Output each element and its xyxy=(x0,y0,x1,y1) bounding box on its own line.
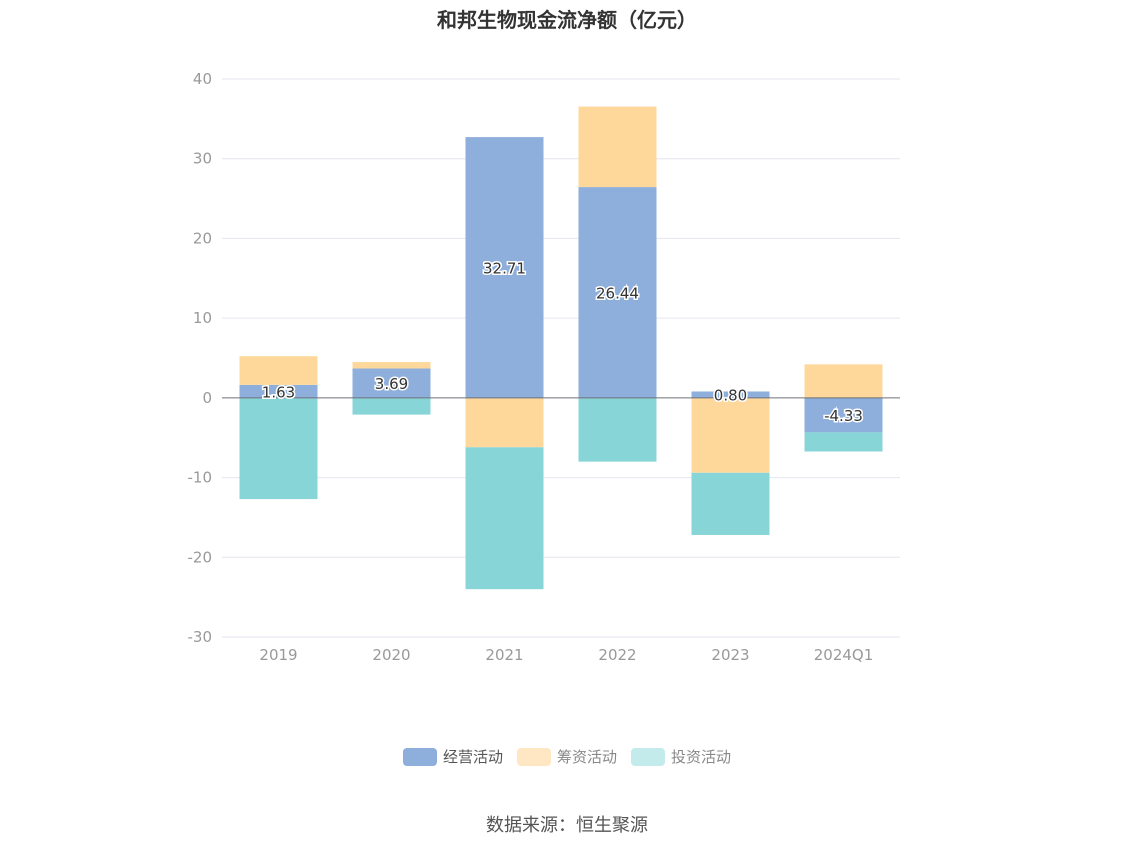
y-tick-label: 10 xyxy=(193,309,212,327)
bar-0-2[interactable] xyxy=(465,137,544,398)
legend-swatch-financing xyxy=(516,747,551,766)
y-tick-label: -30 xyxy=(188,628,213,646)
x-tick-label: 2021 xyxy=(485,646,523,664)
data-label: 26.44 xyxy=(596,284,639,302)
legend-swatch-investing xyxy=(631,747,665,766)
bar-1-2[interactable] xyxy=(465,397,544,448)
legend: 经营活动 筹资活动 投资活动 xyxy=(0,746,1134,767)
x-tick-label: 2020 xyxy=(372,646,410,664)
x-tick-label: 2023 xyxy=(711,646,749,664)
y-tick-label: 20 xyxy=(193,229,212,247)
axes: 40 30 20 10 0 -10 -20 -30 2019 2020 2021 2022 2023 20… xyxy=(188,70,900,664)
bar-0-5[interactable] xyxy=(804,397,883,433)
data-label: 3.69 xyxy=(375,375,408,393)
grid-lines xyxy=(222,78,900,638)
bars xyxy=(239,106,883,590)
legend-item-operating[interactable]: 经营活动 xyxy=(402,746,503,767)
data-source: 数据来源：恒生聚源 xyxy=(486,815,648,836)
bar-1-0[interactable] xyxy=(239,356,318,385)
y-tick-label: 40 xyxy=(193,70,212,88)
y-tick-label: 0 xyxy=(202,389,212,407)
bar-0-1[interactable] xyxy=(352,368,431,398)
bar-1-5[interactable] xyxy=(804,364,883,398)
legend-label-operating: 经营活动 xyxy=(442,748,503,766)
x-tick-label: 2024Q1 xyxy=(814,646,874,664)
data-label: 1.63 xyxy=(262,383,295,401)
bar-2-2[interactable] xyxy=(465,447,544,590)
bar-2-1[interactable] xyxy=(352,397,431,415)
data-label: -4.33 xyxy=(824,407,863,425)
bar-0-3[interactable] xyxy=(578,187,657,398)
bar-1-4[interactable] xyxy=(691,397,770,473)
data-label: 0.80 xyxy=(714,387,747,405)
bar-1-1[interactable] xyxy=(352,362,431,369)
legend-item-financing[interactable]: 筹资活动 xyxy=(516,746,617,767)
y-tick-label: -20 xyxy=(188,548,213,566)
y-tick-label: 30 xyxy=(193,150,212,168)
y-tick-label: -10 xyxy=(188,469,213,487)
chart-title: 和邦生物现金流净额（亿元） xyxy=(437,8,697,32)
x-tick-label: 2019 xyxy=(259,646,297,664)
legend-label-financing: 筹资活动 xyxy=(556,748,617,766)
data-labels: 1.63 3.69 32.71 26.44 0.80 -4.33 xyxy=(260,258,864,427)
bar-2-0[interactable] xyxy=(239,397,318,500)
bar-1-3[interactable] xyxy=(578,106,657,188)
bar-0-4[interactable] xyxy=(691,391,770,398)
data-label: 32.71 xyxy=(483,259,526,277)
legend-item-investing[interactable]: 投资活动 xyxy=(631,746,731,767)
bar-2-4[interactable] xyxy=(691,472,770,535)
legend-swatch-operating xyxy=(402,747,437,766)
bar-0-0[interactable] xyxy=(239,384,318,398)
x-tick-label: 2022 xyxy=(598,646,636,664)
bar-2-3[interactable] xyxy=(578,397,657,462)
bar-2-5[interactable] xyxy=(804,432,883,452)
legend-label-investing: 投资活动 xyxy=(671,748,732,766)
